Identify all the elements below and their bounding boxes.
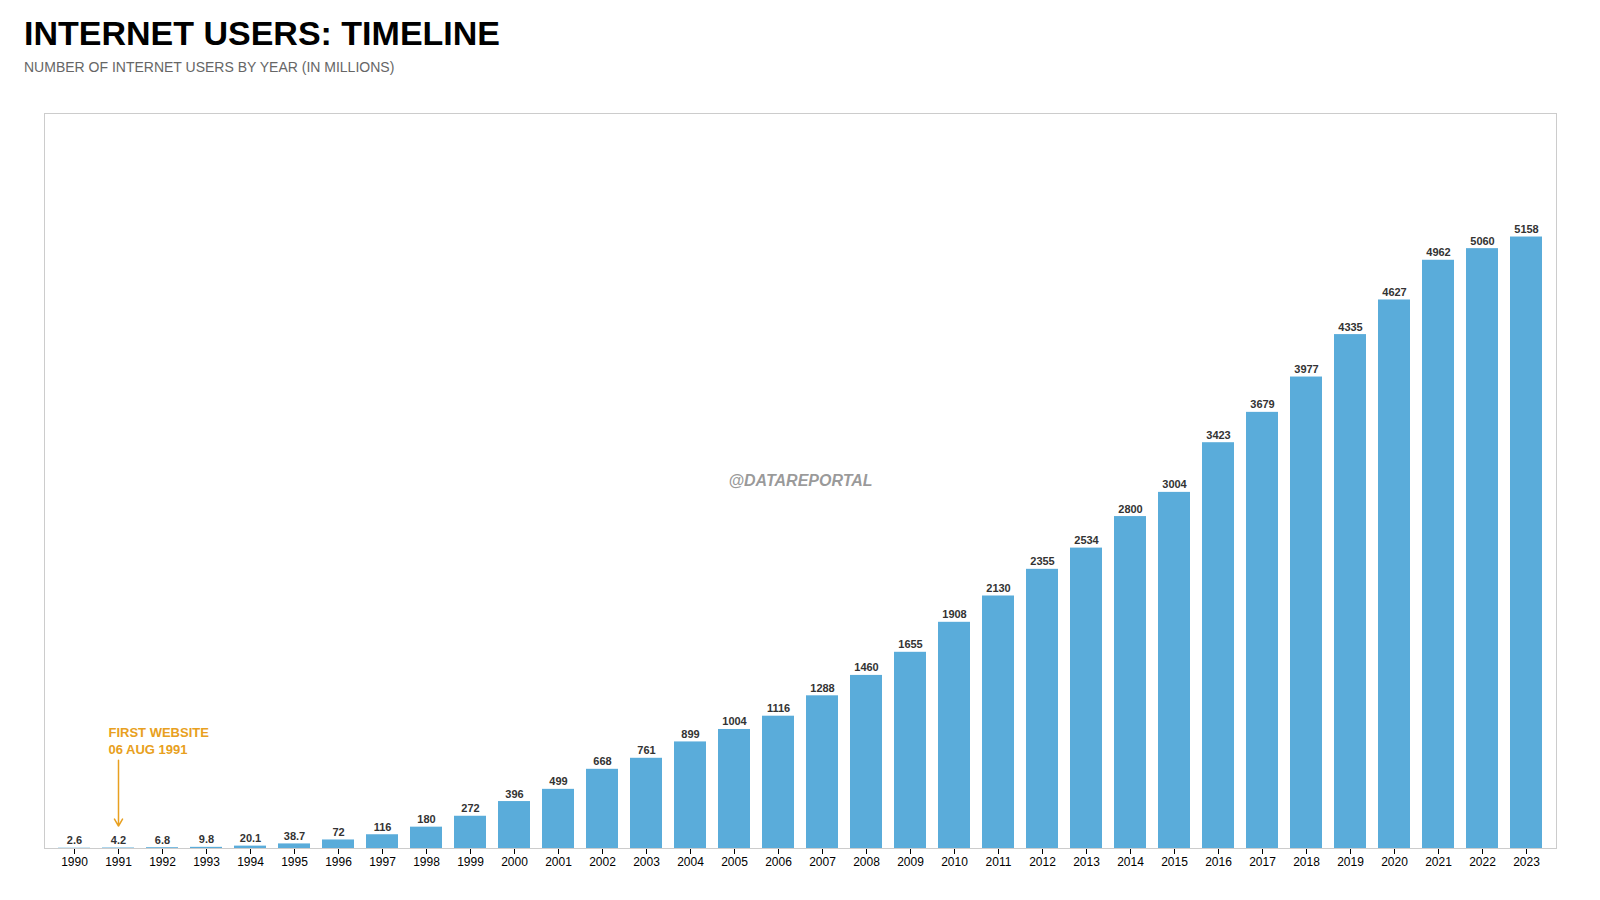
svg-text:2019: 2019	[1337, 855, 1364, 869]
html-text:INTERNET USERS: TIMELINE: INTERNET USERS: TIMELINE	[24, 14, 500, 52]
svg-text:2016: 2016	[1205, 855, 1232, 869]
svg-text:272: 272	[461, 802, 479, 814]
svg-text:1990: 1990	[61, 855, 88, 869]
svg-text:668: 668	[593, 755, 611, 767]
svg-text:1288: 1288	[810, 682, 834, 694]
svg-text:1994: 1994	[237, 855, 264, 869]
svg-text:2003: 2003	[633, 855, 660, 869]
svg-text:5158: 5158	[1514, 223, 1538, 235]
svg-text:3004: 3004	[1162, 478, 1187, 490]
svg-text:2012: 2012	[1029, 855, 1056, 869]
svg-text:2008: 2008	[853, 855, 880, 869]
svg-text:899: 899	[681, 728, 699, 740]
svg-text:4335: 4335	[1338, 321, 1362, 333]
svg-text:4962: 4962	[1426, 246, 1450, 258]
svg-text:4.2: 4.2	[111, 834, 126, 846]
svg-text:1993: 1993	[193, 855, 220, 869]
svg-text:3423: 3423	[1206, 429, 1230, 441]
svg-text:2004: 2004	[677, 855, 704, 869]
svg-text:2006: 2006	[765, 855, 792, 869]
svg-text:2.6: 2.6	[67, 834, 82, 846]
svg-text:2014: 2014	[1117, 855, 1144, 869]
svg-text:1908: 1908	[942, 608, 966, 620]
svg-text:3977: 3977	[1294, 363, 1318, 375]
svg-text:5060: 5060	[1470, 235, 1494, 247]
html-text:NUMBER OF INTERNET USERS BY YE: NUMBER OF INTERNET USERS BY YEAR (IN MIL…	[24, 59, 395, 75]
svg-text:6.8: 6.8	[155, 834, 170, 846]
svg-text:2010: 2010	[941, 855, 968, 869]
svg-text:1995: 1995	[281, 855, 308, 869]
svg-text:180: 180	[417, 813, 435, 825]
svg-text:2017: 2017	[1249, 855, 1276, 869]
svg-text:2015: 2015	[1161, 855, 1188, 869]
svg-text:72: 72	[332, 826, 344, 838]
svg-text:1460: 1460	[854, 661, 878, 673]
svg-text:2005: 2005	[721, 855, 748, 869]
svg-text:1992: 1992	[149, 855, 176, 869]
svg-text:2007: 2007	[809, 855, 836, 869]
svg-text:2023: 2023	[1513, 855, 1540, 869]
svg-text:761: 761	[637, 744, 655, 756]
svg-text:1996: 1996	[325, 855, 352, 869]
svg-text:2018: 2018	[1293, 855, 1320, 869]
svg-text:2000: 2000	[501, 855, 528, 869]
svg-text:1997: 1997	[369, 855, 396, 869]
svg-text:@DATAREPORTAL: @DATAREPORTAL	[728, 472, 872, 489]
svg-text:9.8: 9.8	[199, 833, 214, 845]
svg-text:2011: 2011	[986, 855, 1012, 869]
svg-text:2009: 2009	[897, 855, 924, 869]
svg-text:1004: 1004	[722, 715, 747, 727]
svg-text:2130: 2130	[986, 582, 1010, 594]
svg-text:38.7: 38.7	[284, 830, 305, 842]
svg-text:2001: 2001	[545, 855, 572, 869]
svg-text:2355: 2355	[1030, 555, 1054, 567]
svg-text:20.1: 20.1	[240, 832, 261, 844]
svg-text:1116: 1116	[767, 702, 790, 714]
svg-text:2022: 2022	[1469, 855, 1496, 869]
svg-text:116: 116	[374, 821, 392, 833]
svg-text:396: 396	[505, 788, 523, 800]
svg-text:1998: 1998	[413, 855, 440, 869]
svg-text:FIRST WEBSITE06 AUG 1991: FIRST WEBSITE06 AUG 1991	[109, 725, 210, 757]
svg-text:2800: 2800	[1118, 503, 1142, 515]
svg-text:1991: 1991	[105, 855, 132, 869]
svg-text:499: 499	[549, 775, 567, 787]
svg-text:3679: 3679	[1250, 398, 1274, 410]
svg-text:2020: 2020	[1381, 855, 1408, 869]
svg-text:2002: 2002	[589, 855, 616, 869]
svg-text:2021: 2021	[1425, 855, 1452, 869]
svg-text:1999: 1999	[457, 855, 484, 869]
svg-text:4627: 4627	[1382, 286, 1406, 298]
svg-text:1655: 1655	[898, 638, 922, 650]
svg-text:2013: 2013	[1073, 855, 1100, 869]
svg-text:2534: 2534	[1074, 534, 1099, 546]
